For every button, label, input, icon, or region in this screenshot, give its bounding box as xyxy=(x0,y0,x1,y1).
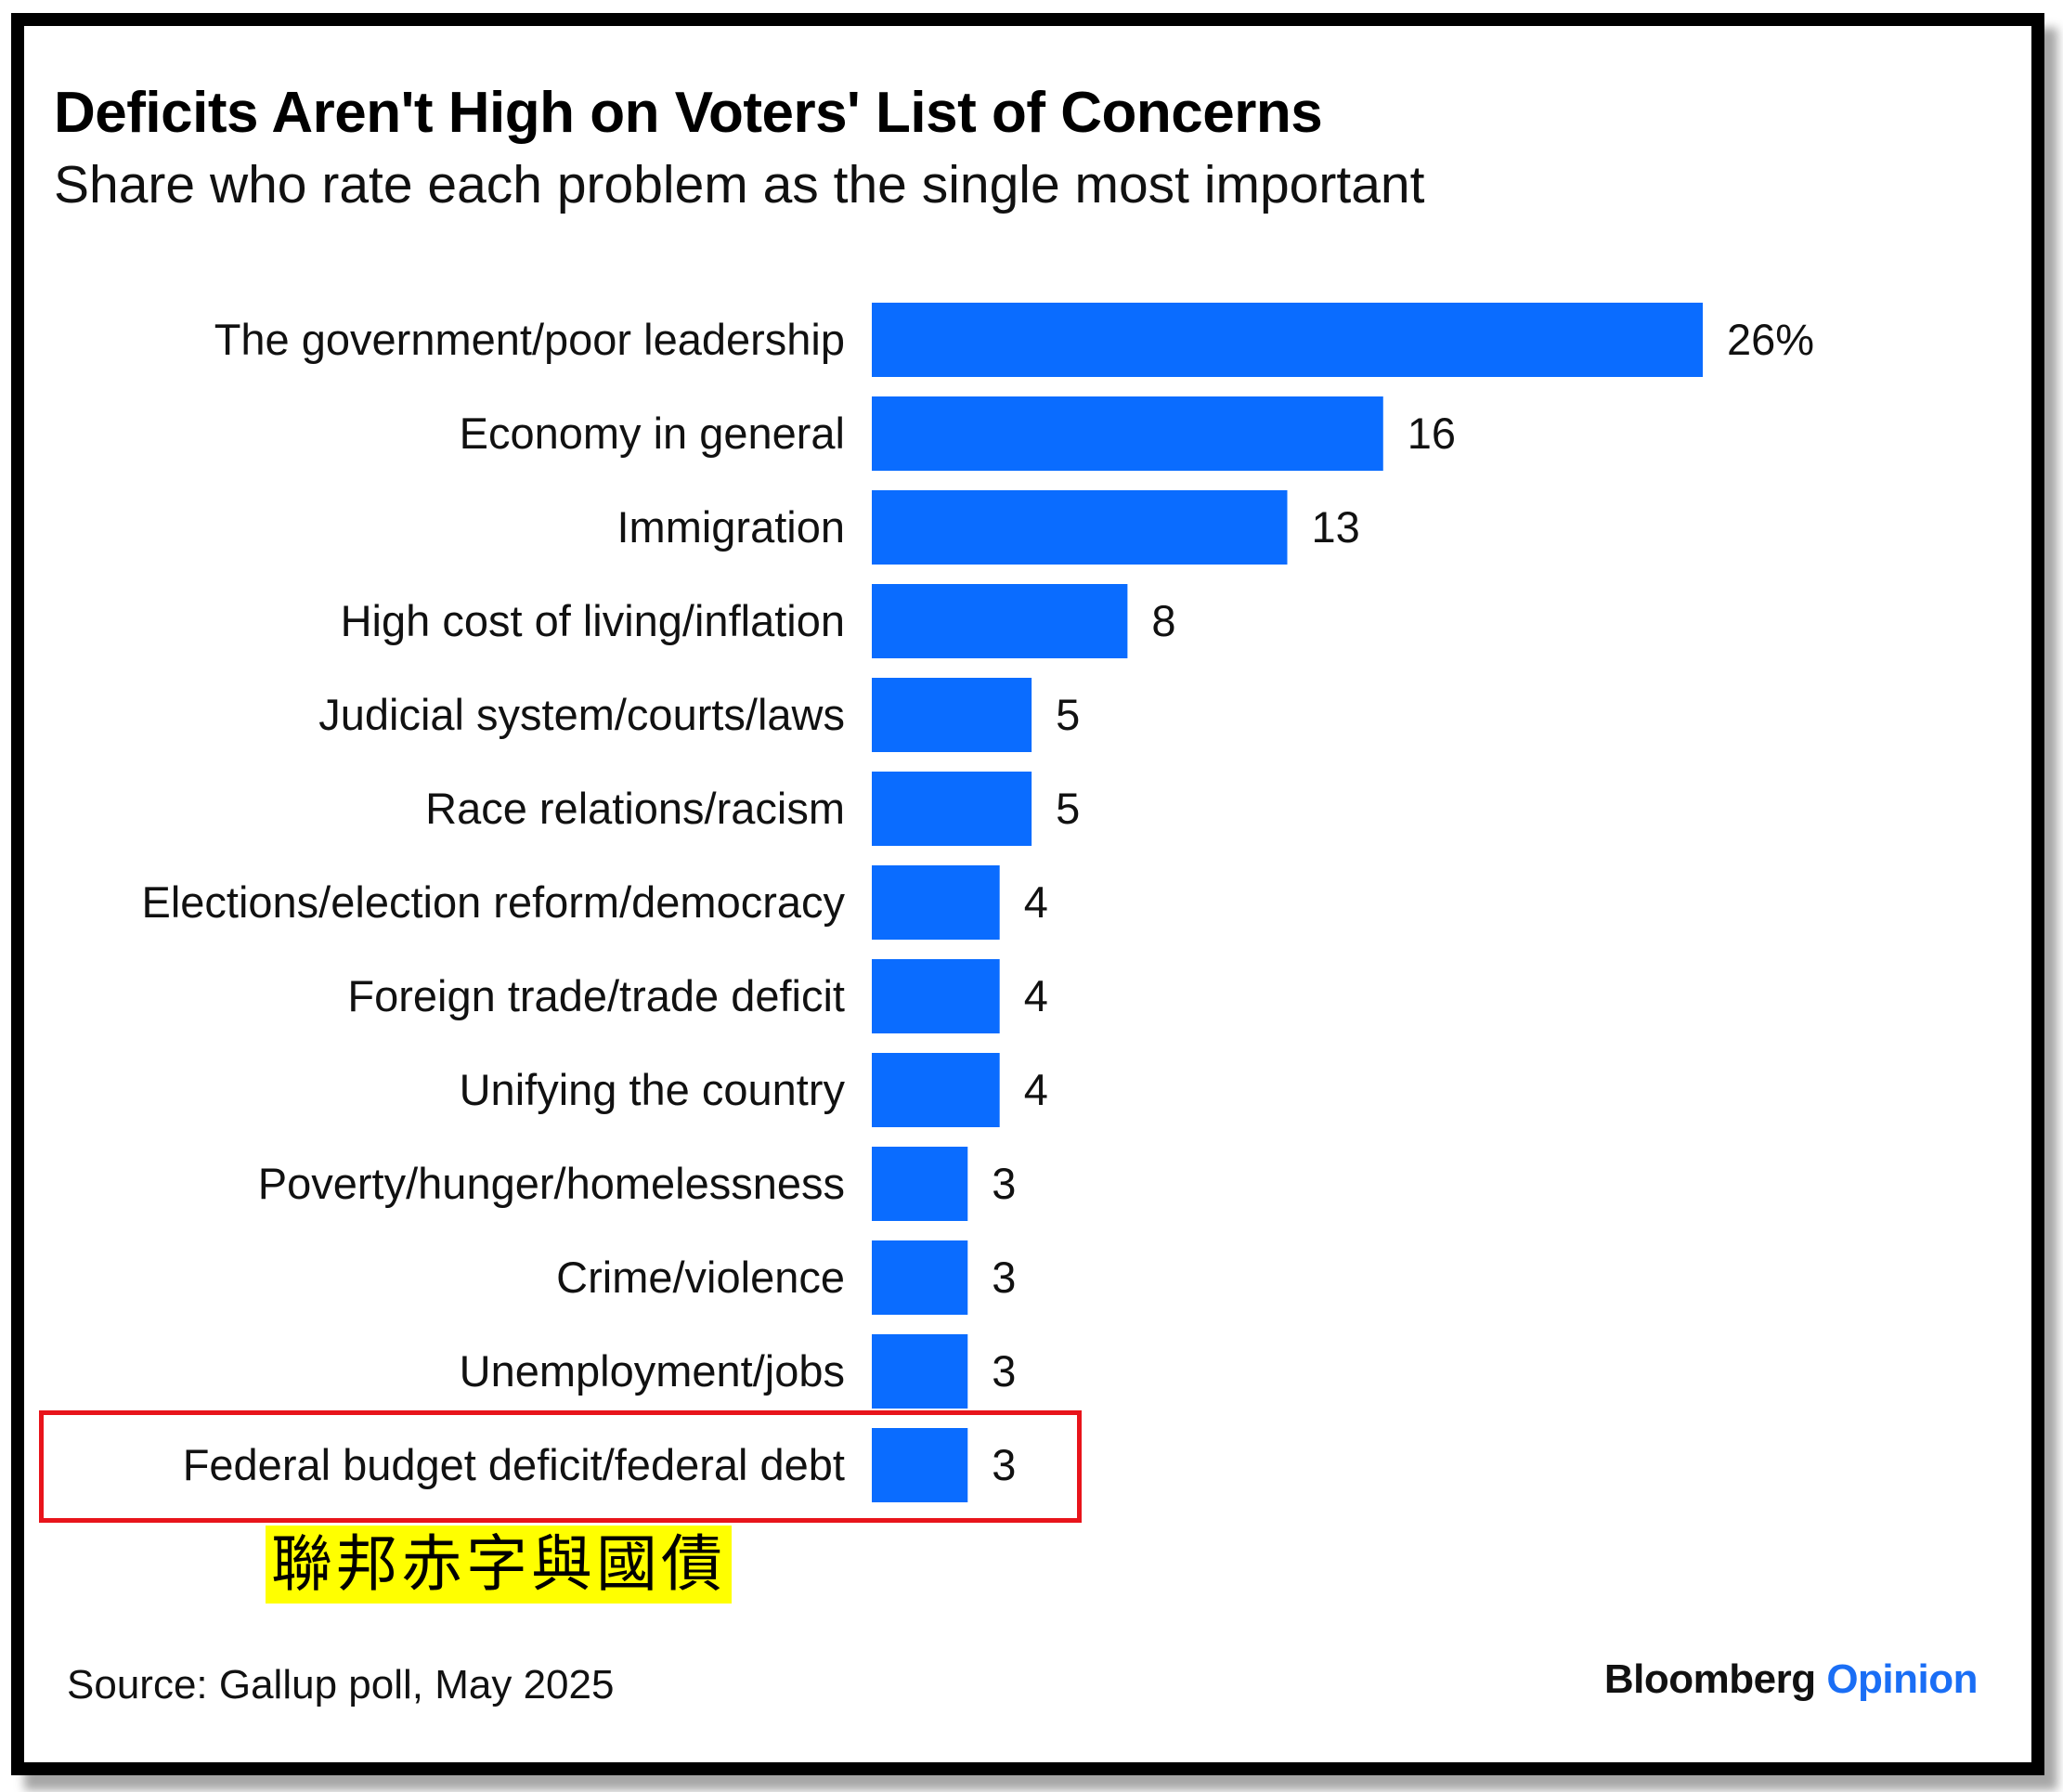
category-label: Unemployment/jobs xyxy=(460,1346,845,1396)
value-label: 5 xyxy=(1056,784,1080,833)
bar xyxy=(872,865,1000,940)
value-label: 3 xyxy=(992,1440,1016,1489)
category-label: The government/poor leadership xyxy=(214,315,845,364)
value-label: 4 xyxy=(1024,1065,1048,1114)
value-label: 3 xyxy=(992,1253,1016,1302)
value-label: 4 xyxy=(1024,877,1048,927)
category-label: Economy in general xyxy=(460,409,845,458)
bar xyxy=(872,1053,1000,1127)
bar xyxy=(872,678,1032,752)
bar xyxy=(872,772,1032,846)
value-label: 13 xyxy=(1312,502,1360,552)
highlight-box xyxy=(39,1410,1082,1523)
category-label: High cost of living/inflation xyxy=(341,596,845,645)
bar xyxy=(872,959,1000,1033)
chart-title: Deficits Aren't High on Voters' List of … xyxy=(54,81,1323,145)
annotation-label: 聯邦赤字與國債 xyxy=(266,1526,732,1604)
category-label: Crime/violence xyxy=(556,1253,845,1302)
category-label: Unifying the country xyxy=(460,1065,846,1114)
bar xyxy=(872,303,1703,377)
category-label: Elections/election reform/democracy xyxy=(141,877,845,927)
bar xyxy=(872,396,1383,471)
bar xyxy=(872,1334,968,1409)
category-label: Poverty/hunger/homelessness xyxy=(258,1159,845,1208)
brand-section: Opinion xyxy=(1826,1656,1978,1702)
bar xyxy=(872,1240,968,1315)
value-label: 16 xyxy=(1408,409,1456,458)
bar xyxy=(872,490,1288,565)
category-label: Federal budget deficit/federal debt xyxy=(183,1440,845,1489)
bar xyxy=(872,584,1128,658)
brand-name: Bloomberg xyxy=(1603,1656,1816,1702)
value-label: 3 xyxy=(992,1346,1016,1396)
brand-logo: Bloomberg Opinion xyxy=(1603,1656,1979,1703)
category-label: Race relations/racism xyxy=(425,784,845,833)
source-note: Source: Gallup poll, May 2025 xyxy=(67,1662,615,1708)
value-label: 8 xyxy=(1151,596,1175,645)
category-label: Foreign trade/trade deficit xyxy=(347,971,845,1020)
category-label: Immigration xyxy=(616,502,845,552)
category-label: Judicial system/courts/laws xyxy=(318,690,845,739)
chart-subtitle: Share who rate each problem as the singl… xyxy=(54,155,1425,214)
value-label: 26% xyxy=(1727,315,1814,364)
bar xyxy=(872,1428,968,1502)
value-label: 4 xyxy=(1024,971,1048,1020)
value-label: 5 xyxy=(1056,690,1080,739)
value-label: 3 xyxy=(992,1159,1016,1208)
bar xyxy=(872,1147,968,1221)
